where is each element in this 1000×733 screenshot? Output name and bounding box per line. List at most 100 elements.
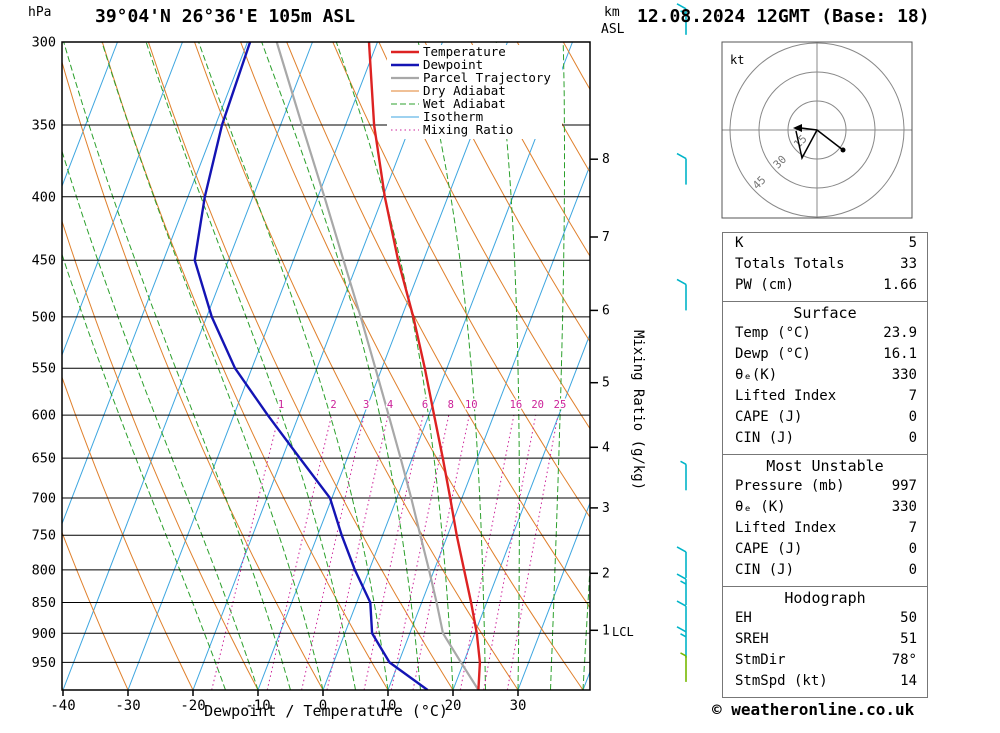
panel-indices: K 5 Totals Totals 33 PW (cm) 1.66 bbox=[722, 232, 928, 302]
stat-row: Pressure (mb) 997 bbox=[723, 478, 927, 499]
pressure-tick-label: 950 bbox=[32, 655, 56, 671]
panel-title: Surface bbox=[793, 304, 857, 322]
stat-row: EH 50 bbox=[723, 610, 927, 631]
stat-value: 78° bbox=[891, 652, 917, 668]
stat-row: SREH 51 bbox=[723, 631, 927, 652]
stat-label: Pressure (mb) bbox=[735, 478, 845, 494]
wind-barb bbox=[676, 573, 687, 606]
stat-row: θₑ(K) 330 bbox=[723, 367, 927, 388]
stat-label: Totals Totals bbox=[735, 256, 845, 272]
stat-value: 330 bbox=[891, 367, 917, 383]
pressure-tick-label: 750 bbox=[32, 528, 56, 544]
stat-value: 7 bbox=[908, 388, 917, 404]
stat-label: Dewp (°C) bbox=[735, 346, 811, 362]
svg-text:4: 4 bbox=[387, 399, 393, 411]
km-tick-label: 4 bbox=[602, 440, 610, 455]
wind-barb bbox=[680, 460, 687, 491]
panel-most-unstable: Most Unstable Pressure (mb) 997 θₑ (K) 330 Li… bbox=[722, 454, 928, 587]
panel-hodograph: Hodograph EH 50 SREH 51 StmDir 78° StmSpd (kt) 1… bbox=[722, 586, 928, 698]
pressure-tick-label: 350 bbox=[32, 118, 56, 134]
stat-value: 997 bbox=[891, 478, 917, 494]
temp-ticks: -40 -30 -20 -10 0 10 20 30 bbox=[50, 690, 526, 714]
stat-value: 1.66 bbox=[883, 277, 917, 293]
temp-tick-label: 30 bbox=[510, 698, 527, 714]
hodograph-unit-label: kt bbox=[730, 53, 744, 67]
mixing-axis-label: Mixing Ratio (g/kg) bbox=[630, 330, 646, 490]
svg-text:25: 25 bbox=[554, 399, 567, 411]
wind-barb bbox=[676, 600, 687, 633]
indices-panels: K 5 Totals Totals 33 PW (cm) 1.66 Surface Temp … bbox=[722, 232, 928, 698]
temp-tick-label: 20 bbox=[445, 698, 462, 714]
legend-label: Dry Adiabat bbox=[423, 83, 506, 98]
panel-title: Most Unstable bbox=[766, 457, 884, 475]
stat-label: StmSpd (kt) bbox=[735, 673, 828, 689]
stat-label: K bbox=[735, 235, 744, 251]
wind-barb bbox=[676, 3, 687, 35]
stat-row: StmDir 78° bbox=[723, 652, 927, 673]
stat-label: CIN (J) bbox=[735, 430, 795, 446]
wind-barb bbox=[676, 278, 687, 311]
temp-tick-label: -10 bbox=[245, 698, 270, 714]
km-tick-label: 6 bbox=[602, 303, 610, 318]
stat-value: 0 bbox=[908, 562, 917, 578]
stat-row: CAPE (J) 0 bbox=[723, 409, 927, 430]
svg-text:2: 2 bbox=[330, 399, 336, 411]
stat-value: 7 bbox=[908, 520, 917, 536]
km-tick-label: 1 bbox=[602, 623, 610, 638]
legend-label: Mixing Ratio bbox=[423, 122, 513, 137]
mixing-ratio-labels: 1 2 3 4 6 8 10 16 20 25 bbox=[276, 398, 567, 413]
km-axis-label-1: km bbox=[604, 5, 620, 20]
temp-axis-label: Dewpoint / Temperature (°C) bbox=[204, 702, 448, 720]
stat-label: PW (cm) bbox=[735, 277, 795, 293]
stat-row: Lifted Index 7 bbox=[723, 388, 927, 409]
parcel-trajectory-line bbox=[275, 42, 480, 690]
hodograph-storm-dot bbox=[840, 147, 846, 153]
stat-label: SREH bbox=[735, 631, 769, 647]
km-ticks: 8 7 6 5 4 3 2 1 bbox=[590, 152, 610, 638]
stat-label: CAPE (J) bbox=[735, 409, 803, 425]
dewpoint-line bbox=[193, 42, 429, 690]
stat-label: Temp (°C) bbox=[735, 325, 811, 341]
hodograph-arrowhead bbox=[793, 124, 802, 132]
wind-barb bbox=[676, 546, 687, 578]
svg-text:16: 16 bbox=[510, 399, 523, 411]
stat-row: θₑ (K) 330 bbox=[723, 499, 927, 520]
legend-label: Wet Adiabat bbox=[423, 96, 506, 111]
hodograph-trace bbox=[795, 127, 844, 161]
wind-barb bbox=[676, 626, 687, 658]
stat-row: CIN (J) 0 bbox=[723, 430, 927, 451]
chart-layers: 3003504004505005506006507007508008509009… bbox=[32, 3, 913, 714]
pressure-tick-label: 600 bbox=[32, 408, 56, 424]
pressure-tick-label: 850 bbox=[32, 595, 56, 611]
isotherms bbox=[62, 42, 590, 690]
stat-value: 0 bbox=[908, 409, 917, 425]
stat-row: StmSpd (kt) 14 bbox=[723, 673, 927, 694]
temp-tick-label: 0 bbox=[319, 698, 327, 714]
stat-row: Totals Totals 33 bbox=[723, 256, 927, 277]
datetime-title: 12.08.2024 12GMT (Base: 18) bbox=[637, 6, 930, 27]
pressure-tick-label: 550 bbox=[32, 361, 56, 377]
pressure-tick-label: 650 bbox=[32, 451, 56, 467]
station-title: 39°04'N 26°36'E 105m ASL bbox=[95, 6, 356, 27]
stat-value: 0 bbox=[908, 541, 917, 557]
stat-row: CIN (J) 0 bbox=[723, 562, 927, 583]
stat-label: θₑ (K) bbox=[735, 499, 786, 515]
pressure-tick-label: 800 bbox=[32, 562, 56, 578]
temperature-line bbox=[367, 42, 482, 690]
km-tick-label: 3 bbox=[602, 501, 610, 516]
profiles bbox=[193, 42, 482, 690]
stat-value: 14 bbox=[900, 673, 917, 689]
stat-label: Lifted Index bbox=[735, 388, 837, 404]
chart-border bbox=[61, 41, 591, 691]
temp-tick-label: -20 bbox=[180, 698, 205, 714]
temp-tick-label: 10 bbox=[380, 698, 397, 714]
stat-value: 23.9 bbox=[883, 325, 917, 341]
copyright: © weatheronline.co.uk bbox=[712, 700, 915, 719]
stat-label: CIN (J) bbox=[735, 562, 795, 578]
stat-value: 50 bbox=[900, 610, 917, 626]
legend-label: Parcel Trajectory bbox=[423, 70, 551, 85]
svg-text:6: 6 bbox=[422, 399, 428, 411]
stat-row: Lifted Index 7 bbox=[723, 520, 927, 541]
